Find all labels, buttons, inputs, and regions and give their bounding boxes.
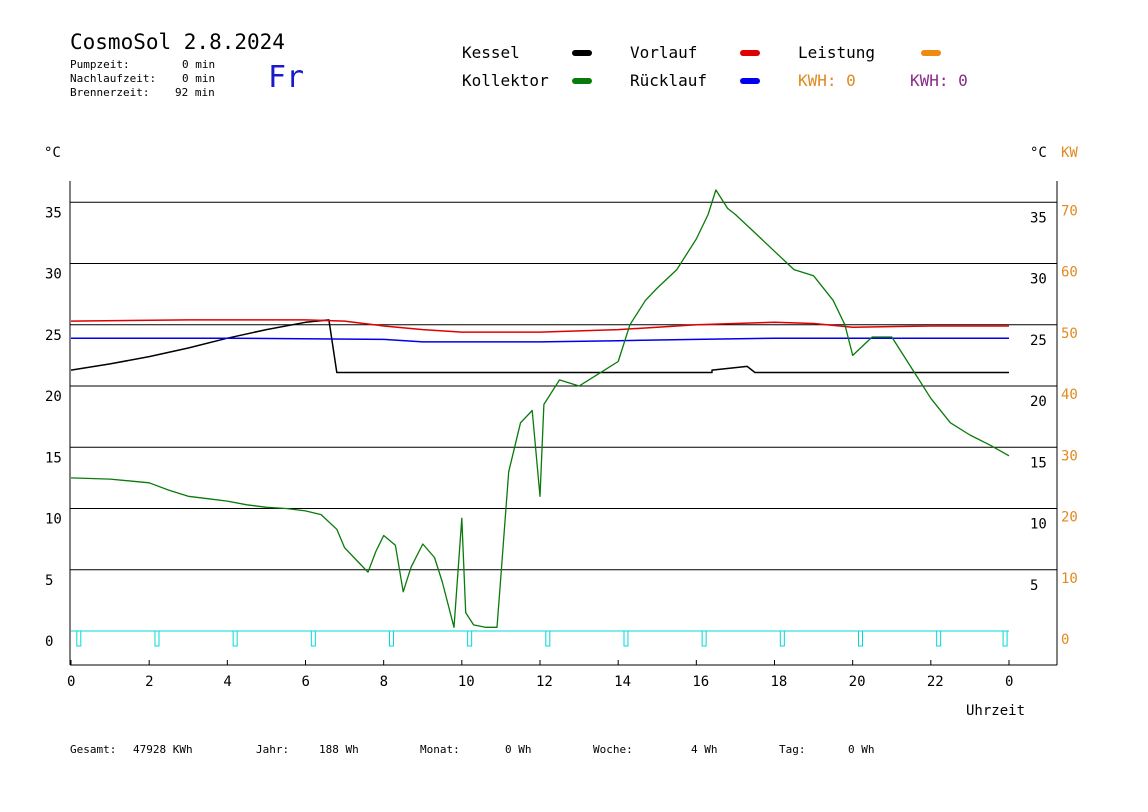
y2-tick-40: 40 xyxy=(1061,387,1078,403)
x-tick-1: 2 xyxy=(145,674,153,690)
y2-tick-20: 20 xyxy=(1061,510,1078,526)
leistung-marker-10 xyxy=(857,630,863,647)
leistung-marker-2 xyxy=(232,630,238,647)
legend-leistung-swatch xyxy=(921,50,941,56)
y-tick-left-30: 30 xyxy=(45,267,62,283)
y-tick-left-25: 25 xyxy=(45,328,62,344)
footer-tag-label: Tag: xyxy=(779,743,806,756)
legend-leistung-label: Leistung xyxy=(798,43,876,62)
footer-gesamt-label: Gesamt: xyxy=(70,743,117,756)
legend-vorlauf-swatch xyxy=(740,50,760,56)
legend-kollektor-label: Kollektor xyxy=(462,71,549,90)
x-tick-11: 22 xyxy=(927,674,944,690)
series-vorlauf xyxy=(70,319,1009,333)
y-tick-right-20: 20 xyxy=(1030,394,1047,410)
y-axis-right-unit: °C xyxy=(1030,145,1047,161)
y-tick-left-35: 35 xyxy=(45,205,62,221)
stat-value-pumpzeit: 0 min xyxy=(182,58,216,71)
y-axis-left-unit: °C xyxy=(44,145,61,161)
series-ruecklauf xyxy=(71,337,1009,343)
leistung-marker-4 xyxy=(388,630,394,647)
x-tick-4: 8 xyxy=(380,674,388,690)
leistung-marker-9 xyxy=(779,630,785,647)
y2-tick-70: 70 xyxy=(1061,203,1078,219)
footer-monat-value: 0 Wh xyxy=(505,743,532,756)
weekday-label: Fr xyxy=(268,60,305,95)
stat-label-brennerzeit: Brennerzeit: xyxy=(70,86,150,99)
y-tick-right-10: 10 xyxy=(1030,517,1047,533)
x-tick-7: 14 xyxy=(614,674,631,690)
x-tick-2: 4 xyxy=(223,674,231,690)
leistung-marker-11 xyxy=(936,630,942,647)
kwh-value-2: KWH: 0 xyxy=(910,71,968,90)
leistung-marker-7 xyxy=(623,630,629,647)
footer-tag-value: 0 Wh xyxy=(848,743,875,756)
y-tick-right-5: 5 xyxy=(1030,578,1038,594)
series-kollektor xyxy=(70,189,1010,628)
stat-value-nachlaufzeit: 0 min xyxy=(182,72,216,85)
y-tick-right-15: 15 xyxy=(1030,455,1047,471)
y-tick-right-30: 30 xyxy=(1030,272,1047,288)
x-tick-0: 0 xyxy=(67,674,75,690)
series-kessel xyxy=(70,319,1009,374)
x-tick-12: 0 xyxy=(1005,674,1013,690)
y-tick-right-25: 25 xyxy=(1030,333,1047,349)
y-tick-left-15: 15 xyxy=(45,450,62,466)
legend-kollektor-swatch xyxy=(572,78,592,84)
y2-tick-50: 50 xyxy=(1061,326,1078,342)
x-tick-5: 10 xyxy=(458,674,475,690)
footer-woche-value: 4 Wh xyxy=(691,743,718,756)
leistung-marker-5 xyxy=(467,630,473,647)
stat-label-nachlaufzeit: Nachlaufzeit: xyxy=(70,72,157,85)
y-tick-left-0: 0 xyxy=(45,634,53,650)
x-tick-6: 12 xyxy=(536,674,553,690)
legend-vorlauf-label: Vorlauf xyxy=(630,43,698,62)
y2-tick-10: 10 xyxy=(1061,571,1078,587)
leistung-marker-12 xyxy=(1002,630,1008,647)
legend-kessel-label: Kessel xyxy=(462,43,520,62)
y-tick-left-10: 10 xyxy=(45,512,62,528)
footer-monat-label: Monat: xyxy=(420,743,460,756)
y2-tick-0: 0 xyxy=(1061,632,1069,648)
y-tick-left-5: 5 xyxy=(45,573,53,589)
footer-woche-label: Woche: xyxy=(593,743,633,756)
x-axis-label: Uhrzeit xyxy=(966,703,1025,719)
footer-jahr-label: Jahr: xyxy=(256,743,290,756)
leistung-marker-1 xyxy=(154,630,160,647)
x-tick-3: 6 xyxy=(302,674,310,690)
footer-jahr-value: 188 Wh xyxy=(319,743,359,756)
leistung-marker-8 xyxy=(701,630,707,647)
y2-tick-30: 30 xyxy=(1061,448,1078,464)
leistung-marker-3 xyxy=(310,630,316,647)
x-tick-10: 20 xyxy=(849,674,866,690)
y-tick-right-35: 35 xyxy=(1030,210,1047,226)
stat-label-pumpzeit: Pumpzeit: xyxy=(70,58,130,71)
y-tick-left-20: 20 xyxy=(45,389,62,405)
legend-ruecklauf-label: Rücklauf xyxy=(630,71,708,90)
leistung-marker-0 xyxy=(76,630,82,647)
y2-axis-unit: KW xyxy=(1061,145,1078,161)
chart-title: CosmoSol 2.8.2024 xyxy=(70,30,285,54)
leistung-marker-6 xyxy=(545,630,551,647)
kwh-value-1: KWH: 0 xyxy=(798,71,856,90)
x-tick-9: 18 xyxy=(771,674,788,690)
legend-kessel-swatch xyxy=(572,50,592,56)
footer-gesamt-value: 47928 KWh xyxy=(133,743,193,756)
y2-tick-60: 60 xyxy=(1061,265,1078,281)
legend-ruecklauf-swatch xyxy=(740,78,760,84)
stat-value-brennerzeit: 92 min xyxy=(175,86,215,99)
x-tick-8: 16 xyxy=(692,674,709,690)
